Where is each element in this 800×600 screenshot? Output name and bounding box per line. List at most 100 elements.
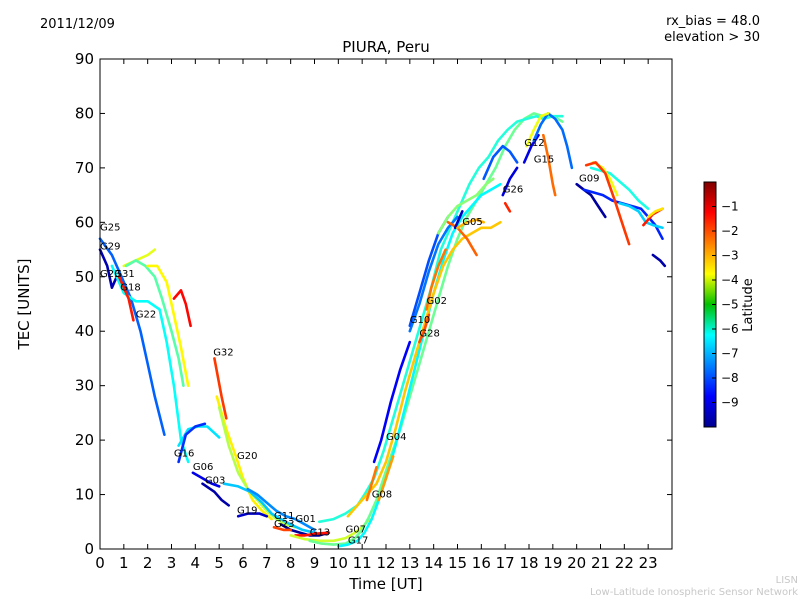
satellite-track-27	[365, 466, 378, 502]
x-tick-label: 10	[329, 554, 348, 572]
satellite-track-34	[437, 177, 495, 235]
y-tick-label: 80	[75, 104, 94, 122]
x-tick-label: 6	[238, 554, 248, 572]
x-tick-label: 16	[472, 554, 491, 572]
satellite-track-32	[418, 313, 431, 344]
prn-label: G26	[503, 184, 523, 195]
prn-label: G10	[410, 315, 430, 326]
satellite-track-33	[425, 248, 447, 311]
satellite-track-1	[98, 248, 118, 289]
colorbar-tick-label: −1	[721, 200, 739, 214]
y-tick-label: 30	[75, 377, 94, 395]
y-tick-label: 70	[75, 159, 94, 177]
rx-bias-label: rx_bias = 48.0	[666, 14, 760, 29]
x-tick-label: 3	[167, 554, 177, 572]
satellite-track-30	[408, 215, 459, 333]
satellite-track-16	[222, 482, 316, 534]
satellite-track-4	[117, 275, 135, 322]
satellite-track-7	[146, 264, 190, 387]
prn-label: G28	[419, 329, 439, 340]
y-tick-label: 0	[84, 540, 94, 558]
x-tick-label: 23	[639, 554, 658, 572]
colorbar-tick-label: −4	[721, 273, 739, 287]
satellite-track-21	[272, 525, 292, 532]
prn-label: G23	[274, 519, 294, 530]
y-tick-label: 20	[75, 431, 94, 449]
footer-line-1: LISN	[775, 575, 798, 586]
x-tick-label: 21	[591, 554, 610, 572]
y-tick-label: 50	[75, 268, 94, 286]
prn-label: G18	[120, 282, 140, 293]
satellite-track-47	[589, 166, 650, 210]
x-tick-label: 20	[567, 554, 586, 572]
colorbar-tick-label: −2	[721, 224, 739, 238]
colorbar-tick-label: −9	[721, 396, 739, 410]
x-tick-label: 18	[519, 554, 538, 572]
satellite-track-23	[308, 112, 564, 546]
satellite-track-28	[377, 455, 395, 502]
satellite-track-20	[294, 531, 331, 537]
x-tick-label: 1	[119, 554, 129, 572]
prn-label: G06	[193, 462, 213, 473]
x-tick-label: 13	[400, 554, 419, 572]
prn-label: G22	[136, 310, 156, 321]
prn-label: G19	[237, 506, 257, 517]
colorbar-tick-label: −5	[721, 298, 739, 312]
prn-label: G29	[100, 242, 120, 253]
satellite-track-36	[453, 210, 464, 230]
prn-label: G04	[386, 432, 406, 443]
prn-label: G03	[205, 476, 225, 487]
prn-label: G08	[372, 489, 392, 500]
satellite-track-26	[346, 221, 502, 518]
prn-label: G07	[346, 525, 366, 536]
colorbar-tick-label: −3	[721, 249, 739, 263]
satellite-track-40	[503, 202, 512, 213]
prn-label: G12	[524, 138, 544, 149]
satellite-track-53	[651, 253, 667, 268]
satellite-track-6	[124, 259, 185, 387]
satellite-track-52	[646, 207, 664, 219]
x-tick-label: 7	[262, 554, 272, 572]
prn-label: G05	[462, 217, 482, 228]
satellite-track-17	[236, 512, 269, 518]
chart-parameters: rx_bias = 48.0 elevation > 30	[664, 14, 760, 46]
x-tick-label: 11	[353, 554, 372, 572]
prn-label: G09	[579, 174, 599, 185]
prn-label: G25	[100, 223, 120, 234]
satellite-track-43	[525, 112, 550, 148]
prn-label: G13	[310, 527, 330, 538]
x-tick-label: 15	[448, 554, 467, 572]
satellite-track-35	[446, 221, 478, 257]
satellite-track-39	[501, 166, 519, 197]
satellite-track-11	[191, 471, 221, 488]
prn-label: G02	[427, 296, 447, 307]
satellite-track-10	[177, 422, 207, 464]
y-tick-label: 10	[75, 486, 94, 504]
footer-line-2: Low-Latitude Ionospheric Sensor Network	[590, 587, 798, 598]
x-tick-label: 0	[95, 554, 105, 572]
y-tick-label: 60	[75, 213, 94, 231]
satellite-track-25	[337, 182, 502, 548]
x-tick-label: 4	[191, 554, 201, 572]
colorbar-tick-label: −6	[721, 322, 739, 336]
satellite-track-49	[584, 161, 631, 246]
satellite-track-22	[289, 517, 371, 543]
date-label: 2011/12/09	[40, 17, 115, 32]
satellite-track-24	[318, 114, 564, 524]
prn-label: G15	[534, 154, 554, 165]
y-tick-label: 90	[75, 50, 94, 68]
x-tick-label: 19	[543, 554, 562, 572]
prn-label: G11	[274, 511, 294, 522]
satellite-track-14	[215, 395, 273, 521]
chart-title: PIURA, Peru	[342, 38, 430, 56]
elevation-label: elevation > 30	[664, 30, 760, 45]
satellite-track-42	[532, 112, 574, 170]
satellite-track-44	[542, 133, 557, 197]
footer-credit: LISN Low-Latitude Ionospheric Sensor Net…	[590, 575, 798, 599]
satellite-track-41	[522, 133, 540, 164]
colorbar-tick-label: −7	[721, 347, 739, 361]
satellite-track-8	[172, 289, 192, 328]
prn-label: G31	[114, 269, 134, 280]
